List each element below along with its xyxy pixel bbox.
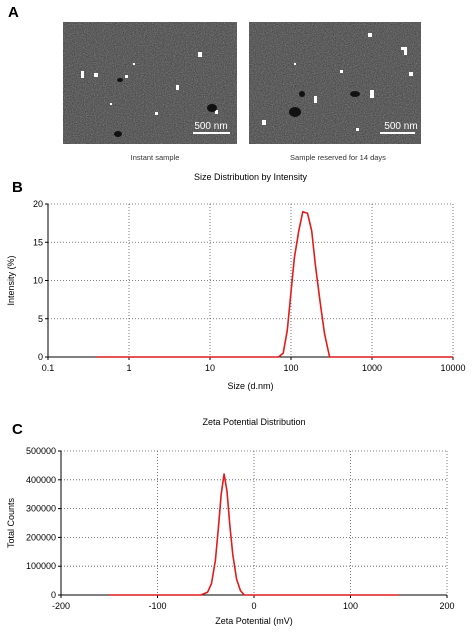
micrograph-caption-right: Sample reserved for 14 days: [290, 153, 386, 162]
micrograph-left: 500 nm: [63, 22, 237, 144]
zeta-potential-chart: Zeta Potential Distribution -200 -100 0 100 2…: [6, 417, 455, 626]
scale-bar-left: [193, 132, 230, 134]
y-tick-label: 10: [33, 276, 43, 286]
particles-left: [81, 52, 218, 115]
y-axis-label: Intensity (%): [6, 255, 16, 305]
x-tick-label: -200: [52, 601, 70, 611]
scale-bar-right: [380, 132, 415, 134]
y-axis-label: Total Counts: [6, 497, 16, 548]
chart-title: Size Distribution by Intensity: [194, 172, 308, 182]
series-line: [96, 210, 453, 358]
y-tick-label: 15: [33, 237, 43, 247]
y-tick-label: 500000: [26, 446, 56, 456]
x-tick-label: 0.1: [42, 363, 55, 373]
x-tick-label: -100: [148, 601, 166, 611]
y-tick-label: 0: [51, 590, 56, 600]
x-axis-label: Size (d.nm): [227, 381, 273, 391]
dark-spots-right: [289, 91, 360, 117]
x-axis-label: Zeta Potential (mV): [215, 616, 293, 626]
series-line: [109, 473, 399, 596]
chart-title: Zeta Potential Distribution: [202, 417, 305, 427]
y-tick-label: 300000: [26, 504, 56, 514]
panel-label-a: A: [8, 4, 19, 21]
x-tick-label: 100: [283, 363, 298, 373]
x-tick-label: 200: [439, 601, 454, 611]
particles-right: [262, 33, 413, 131]
panel-label-b: B: [12, 179, 23, 196]
dark-spots-left: [114, 78, 217, 137]
scale-bar-label-right: 500 nm: [384, 121, 417, 132]
y-tick-label: 400000: [26, 475, 56, 485]
y-tick-label: 5: [38, 314, 43, 324]
x-tick-label: 0: [251, 601, 256, 611]
y-tick-label: 20: [33, 199, 43, 209]
micrograph-caption-left: Instant sample: [131, 153, 180, 162]
micrograph-right: 500 nm: [249, 22, 421, 144]
x-tick-label: 10: [205, 363, 215, 373]
x-tick-label: 10000: [440, 363, 465, 373]
panel-label-c: C: [12, 421, 23, 438]
y-tick-label: 0: [38, 352, 43, 362]
y-tick-label: 100000: [26, 561, 56, 571]
scale-bar-label-left: 500 nm: [194, 121, 227, 132]
x-tick-label: 1000: [362, 363, 382, 373]
x-tick-label: 1: [126, 363, 131, 373]
y-tick-label: 200000: [26, 532, 56, 542]
x-tick-label: 100: [343, 601, 358, 611]
